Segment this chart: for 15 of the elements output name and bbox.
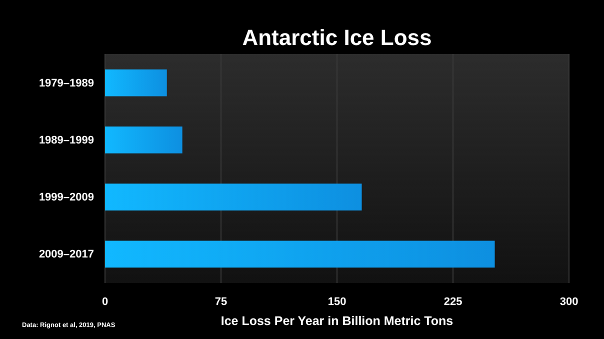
x-tick-label: 300 — [560, 296, 578, 308]
x-axis-title: Ice Loss Per Year in Billion Metric Tons — [220, 314, 454, 328]
chart-title: Antarctic Ice Loss — [242, 25, 432, 50]
bar — [105, 184, 362, 210]
bar — [105, 126, 182, 154]
x-tick-label: 0 — [102, 296, 108, 308]
x-tick-label: 75 — [214, 296, 228, 308]
y-tick-label: 1989–1999 — [38, 134, 94, 146]
bar — [105, 240, 495, 268]
x-tick-label: 150 — [328, 296, 346, 308]
y-tick-label: 2009–2017 — [38, 248, 94, 261]
y-tick-label: 1999–2009 — [38, 192, 94, 204]
y-tick-label: 1979–1989 — [38, 77, 94, 90]
x-tick-label: 225 — [444, 296, 462, 308]
bar — [105, 69, 167, 96]
